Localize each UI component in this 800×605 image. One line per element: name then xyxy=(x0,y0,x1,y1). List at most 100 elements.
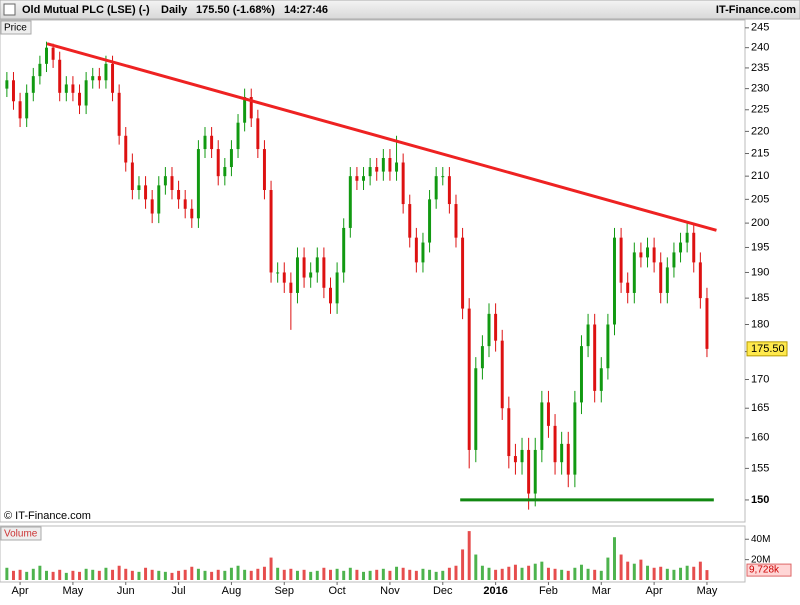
x-tick-label: Apr xyxy=(646,585,663,597)
y-tick-label: 220 xyxy=(751,125,769,137)
candle-body xyxy=(441,176,445,178)
y-tick-label: 165 xyxy=(751,402,769,414)
candle-body xyxy=(646,247,650,258)
candle-body xyxy=(672,252,676,268)
watermark: © IT-Finance.com xyxy=(4,510,91,522)
candle-body xyxy=(25,92,29,119)
candle-body xyxy=(388,158,392,172)
y-tick-label: 200 xyxy=(751,217,769,229)
candle-body xyxy=(276,272,280,274)
header-price: 175.50 (-1.68%) xyxy=(196,4,275,16)
volume-bar xyxy=(428,569,432,580)
volume-bar xyxy=(355,569,359,580)
volume-bar xyxy=(276,567,280,580)
candle-body xyxy=(104,63,108,81)
volume-bar xyxy=(619,554,623,580)
candle-body xyxy=(632,252,636,293)
candle-body xyxy=(11,80,15,102)
candle-body xyxy=(474,368,478,450)
candle-body xyxy=(31,76,35,93)
volume-bar xyxy=(58,569,62,580)
candle-body xyxy=(256,118,260,150)
volume-bar xyxy=(256,568,260,580)
candle-body xyxy=(487,313,491,347)
volume-bar xyxy=(196,568,200,580)
candle-body xyxy=(513,456,517,463)
volume-bar xyxy=(441,570,445,580)
volume-bar xyxy=(613,537,616,580)
candle-body xyxy=(395,162,399,172)
volume-bar xyxy=(487,567,491,580)
volume-bar xyxy=(150,569,154,580)
volume-bar xyxy=(388,570,392,580)
menu-icon[interactable] xyxy=(3,3,16,16)
volume-tick-label: 20M xyxy=(751,554,770,565)
volume-bar xyxy=(71,570,75,580)
y-tick-label: 190 xyxy=(751,266,769,278)
volume-bar xyxy=(652,567,656,580)
candle-body xyxy=(414,237,418,263)
volume-bar xyxy=(593,569,597,580)
candle-body xyxy=(170,176,174,191)
candle-body xyxy=(375,167,379,172)
volume-bar xyxy=(163,571,167,580)
volume-bar xyxy=(362,571,366,580)
volume-bar xyxy=(447,567,451,580)
volume-bar xyxy=(183,569,187,580)
candle-body xyxy=(619,237,623,283)
volume-bar xyxy=(335,568,339,580)
volume-bar xyxy=(124,568,128,580)
header-brand: IT-Finance.com xyxy=(716,4,796,16)
candle-body xyxy=(692,232,696,263)
header-interval: Daily xyxy=(161,4,188,16)
candle-body xyxy=(659,262,663,293)
volume-bar xyxy=(38,565,42,580)
candle-body xyxy=(408,204,412,238)
candle-body xyxy=(348,176,352,228)
volume-bar xyxy=(685,565,689,580)
volume-label: Volume xyxy=(4,529,38,540)
candle-body xyxy=(368,167,372,177)
candle-body xyxy=(38,63,42,77)
x-tick-label: May xyxy=(63,585,84,597)
y-tick-label: 245 xyxy=(751,22,769,34)
candle-body xyxy=(533,449,537,494)
y-tick-label: 235 xyxy=(751,62,769,74)
volume-bar xyxy=(606,557,610,580)
x-tick-label: 2016 xyxy=(483,585,507,597)
volume-bar xyxy=(203,570,207,580)
candle-body xyxy=(78,92,82,106)
volume-bar xyxy=(117,565,121,580)
candle-body xyxy=(586,324,590,347)
candle-body xyxy=(527,449,531,494)
candle-body xyxy=(698,262,702,299)
volume-bar xyxy=(177,570,181,580)
candle-body xyxy=(236,122,240,150)
last-price-label: 175.50 xyxy=(751,343,785,355)
volume-bar xyxy=(454,565,458,580)
last-volume-box xyxy=(746,563,792,577)
volume-bar xyxy=(170,572,174,580)
header-bar xyxy=(0,0,800,20)
candle-body xyxy=(593,324,597,391)
candle-body xyxy=(111,63,115,93)
candle-body xyxy=(335,272,339,304)
volume-bar xyxy=(216,569,220,580)
candle-body xyxy=(210,135,214,150)
volume-bar xyxy=(190,566,194,580)
volume-bar xyxy=(573,567,577,580)
volume-bar xyxy=(421,568,425,580)
candle-body xyxy=(302,257,306,278)
volume-bar xyxy=(45,570,48,580)
header-time: 14:27:46 xyxy=(284,4,328,16)
volume-bar xyxy=(5,567,9,580)
volume-bar xyxy=(513,564,517,580)
volume-bar xyxy=(520,567,524,580)
candle-body xyxy=(507,408,511,457)
candle-body xyxy=(540,402,544,450)
volume-bar xyxy=(626,561,630,580)
candle-body xyxy=(203,135,207,150)
x-tick-label: May xyxy=(697,585,718,597)
candle-body xyxy=(329,287,332,304)
